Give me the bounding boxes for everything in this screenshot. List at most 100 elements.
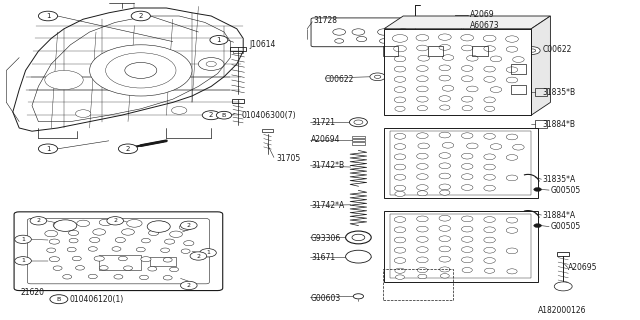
Text: 1: 1 [21, 258, 25, 263]
Circle shape [124, 266, 132, 270]
Text: 2: 2 [113, 218, 117, 223]
Circle shape [76, 266, 84, 270]
Bar [262, 129, 273, 132]
Text: A182000126: A182000126 [538, 306, 586, 315]
Text: 31742*B: 31742*B [311, 161, 344, 170]
Circle shape [50, 295, 68, 304]
Circle shape [417, 247, 428, 252]
Circle shape [439, 226, 451, 231]
Circle shape [49, 257, 60, 262]
Circle shape [438, 34, 451, 40]
Text: G00505: G00505 [550, 222, 580, 231]
Text: C00622: C00622 [543, 45, 572, 54]
Circle shape [484, 133, 495, 139]
Circle shape [484, 237, 495, 243]
Circle shape [467, 86, 478, 92]
Circle shape [395, 191, 405, 196]
Text: B: B [222, 113, 226, 118]
Circle shape [417, 86, 428, 92]
Circle shape [417, 236, 428, 242]
Circle shape [439, 236, 451, 242]
Bar [352, 136, 365, 138]
Circle shape [181, 249, 190, 253]
Circle shape [506, 228, 518, 233]
Circle shape [461, 236, 473, 242]
Circle shape [53, 266, 62, 270]
Circle shape [394, 258, 406, 263]
Circle shape [352, 234, 365, 241]
Text: 1: 1 [206, 250, 210, 255]
Text: 2: 2 [139, 13, 143, 19]
Bar [511, 64, 526, 74]
Circle shape [47, 248, 56, 252]
Circle shape [506, 67, 518, 73]
Circle shape [490, 56, 502, 62]
Circle shape [107, 217, 124, 225]
Circle shape [179, 224, 192, 230]
Circle shape [354, 120, 363, 124]
Circle shape [484, 185, 495, 191]
Circle shape [396, 275, 404, 279]
FancyBboxPatch shape [14, 212, 223, 291]
Circle shape [442, 55, 454, 60]
Circle shape [210, 36, 228, 44]
Text: 2: 2 [209, 112, 213, 118]
Circle shape [333, 29, 346, 35]
Circle shape [394, 174, 406, 180]
Circle shape [54, 220, 77, 231]
Circle shape [45, 230, 58, 237]
Circle shape [461, 164, 473, 169]
Circle shape [140, 275, 148, 280]
Circle shape [439, 256, 451, 262]
Text: 31742*A: 31742*A [311, 201, 344, 210]
Circle shape [416, 35, 429, 41]
Circle shape [180, 281, 197, 290]
Circle shape [461, 226, 473, 232]
Text: 21620: 21620 [20, 288, 45, 297]
Circle shape [461, 185, 473, 190]
Circle shape [125, 62, 157, 78]
Text: C00622: C00622 [325, 75, 355, 84]
Circle shape [49, 239, 60, 244]
Circle shape [394, 66, 406, 72]
Circle shape [484, 247, 495, 253]
Circle shape [440, 274, 449, 278]
Circle shape [394, 217, 406, 222]
Circle shape [202, 111, 220, 120]
Circle shape [67, 247, 76, 252]
Text: A2069: A2069 [470, 10, 495, 19]
Circle shape [513, 144, 524, 150]
Circle shape [127, 220, 142, 227]
Circle shape [394, 185, 406, 191]
Circle shape [172, 107, 187, 114]
Circle shape [484, 227, 495, 233]
Circle shape [395, 268, 405, 273]
Circle shape [439, 96, 451, 101]
Circle shape [484, 97, 495, 103]
Circle shape [417, 133, 428, 139]
Circle shape [69, 238, 78, 243]
Circle shape [417, 45, 428, 51]
Bar [352, 139, 365, 141]
Bar [472, 46, 488, 56]
Circle shape [118, 256, 127, 261]
Text: 31721: 31721 [311, 118, 335, 127]
Circle shape [484, 154, 495, 160]
Text: 31671: 31671 [311, 253, 335, 262]
Text: 2: 2 [187, 283, 191, 288]
Circle shape [170, 231, 182, 237]
Bar [390, 214, 531, 278]
Text: 31705: 31705 [276, 154, 301, 163]
Bar [428, 46, 443, 56]
Circle shape [392, 35, 408, 42]
Circle shape [90, 237, 100, 243]
Circle shape [394, 237, 406, 243]
Circle shape [184, 241, 194, 246]
Circle shape [38, 11, 58, 21]
Circle shape [99, 219, 112, 226]
Circle shape [370, 73, 385, 81]
Circle shape [106, 53, 176, 88]
Circle shape [439, 44, 451, 50]
Circle shape [461, 174, 473, 180]
Circle shape [163, 276, 172, 280]
